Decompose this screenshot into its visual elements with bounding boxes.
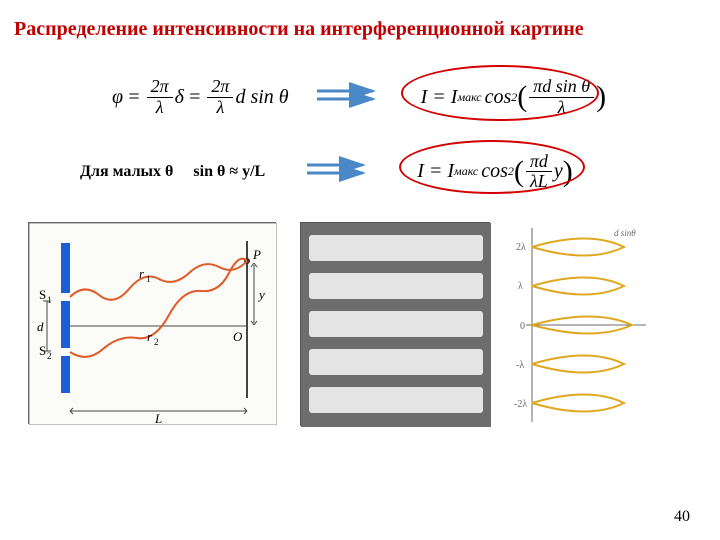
- svg-text:-λ: -λ: [516, 360, 524, 371]
- eq2: =: [188, 86, 202, 109]
- svg-text:2: 2: [154, 337, 159, 347]
- arrow-right-1: [315, 82, 385, 113]
- svg-text:2λ: 2λ: [516, 242, 526, 253]
- svg-text:L: L: [154, 411, 162, 425]
- intensity-plot: 2λ λ 0 -λ -2λ d sinθ: [514, 222, 654, 428]
- approx: sin θ ≈ y/L: [193, 163, 265, 180]
- delta: δ: [175, 86, 184, 109]
- svg-text:2: 2: [47, 351, 52, 361]
- equation-row-2: Для малых θ sin θ ≈ y/L I = I макс cos 2…: [0, 140, 720, 205]
- equation-row-1: φ = 2π λ δ = 2π λ d sin θ I = I макс: [0, 65, 720, 130]
- svg-text:1: 1: [47, 295, 52, 305]
- double-slit-diagram: S1 S2 d P O y L: [28, 222, 276, 424]
- small-angle-text: Для малых θ sin θ ≈ y/L: [20, 163, 265, 181]
- arrow-right-2: [305, 156, 375, 187]
- svg-text:d: d: [37, 319, 44, 334]
- figures-row: S1 S2 d P O y L: [0, 204, 720, 428]
- phase-formula: φ = 2π λ δ = 2π λ d sin θ: [112, 77, 289, 118]
- ellipse-highlight-2: [399, 140, 585, 194]
- svg-text:0: 0: [520, 321, 525, 332]
- svg-text:-2λ: -2λ: [514, 399, 527, 410]
- fringe-pattern: [300, 222, 490, 426]
- ellipse-highlight-1: [401, 65, 599, 121]
- svg-text:1: 1: [146, 274, 151, 284]
- page-title: Распределение интенсивности на интерфере…: [0, 0, 720, 47]
- svg-text:P: P: [252, 247, 261, 262]
- svg-text:λ: λ: [518, 281, 523, 292]
- phi: φ: [112, 86, 123, 109]
- dsintheta: d sin θ: [235, 86, 288, 109]
- twopi-over-lambda-2: 2π λ: [207, 77, 233, 118]
- eq1: =: [127, 86, 141, 109]
- page-number: 40: [674, 508, 690, 526]
- svg-text:d sinθ: d sinθ: [614, 228, 636, 238]
- svg-text:O: O: [233, 329, 243, 344]
- intensity-formula-2: I = I макс cos 2 ( πd λL y ): [407, 148, 583, 197]
- svg-text:S: S: [39, 287, 46, 302]
- twopi-over-lambda-1: 2π λ: [147, 77, 173, 118]
- intensity-formula-1: I = I макс cos 2 ( πd sin θ λ ): [411, 73, 617, 122]
- svg-text:y: y: [257, 287, 265, 302]
